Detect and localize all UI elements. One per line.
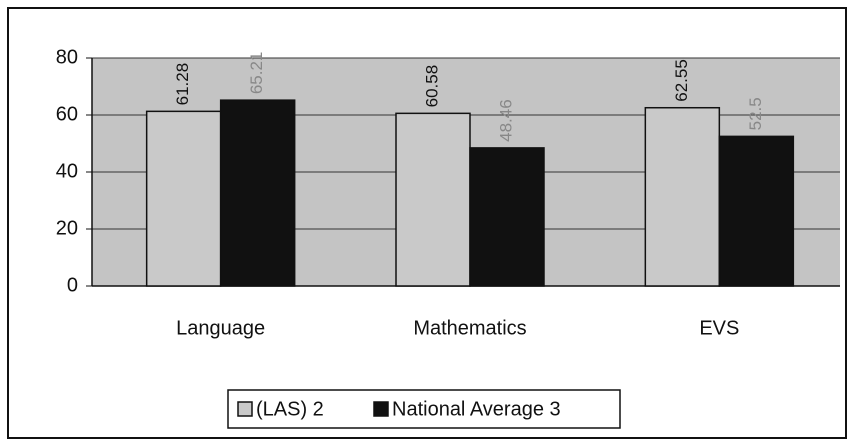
x-tick-label: Mathematics	[413, 317, 526, 339]
y-tick-label: 60	[56, 103, 78, 125]
legend-label: National Average 3	[392, 398, 561, 420]
x-tick-label: EVS	[699, 317, 739, 339]
y-tick-label: 80	[56, 46, 78, 68]
bar	[718, 135, 795, 287]
bar	[219, 99, 296, 287]
legend-box	[227, 389, 621, 429]
data-label: 62.55	[672, 59, 691, 102]
data-label: 52.5	[746, 97, 765, 130]
bar	[145, 110, 222, 287]
y-tick-label: 0	[67, 274, 78, 296]
data-label: 65.21	[247, 52, 266, 95]
data-label: 61.28	[173, 63, 192, 106]
legend-label: (LAS) 2	[256, 398, 324, 420]
bar	[644, 106, 721, 287]
legend-swatch	[373, 401, 389, 417]
bar	[395, 112, 471, 287]
data-label: 60.58	[422, 65, 441, 108]
legend-swatch	[237, 401, 253, 417]
bar	[469, 147, 545, 287]
y-tick-label: 40	[56, 160, 78, 182]
y-tick-label: 20	[56, 217, 78, 239]
x-tick-label: Language	[176, 317, 265, 339]
data-label: 48.46	[496, 99, 515, 142]
